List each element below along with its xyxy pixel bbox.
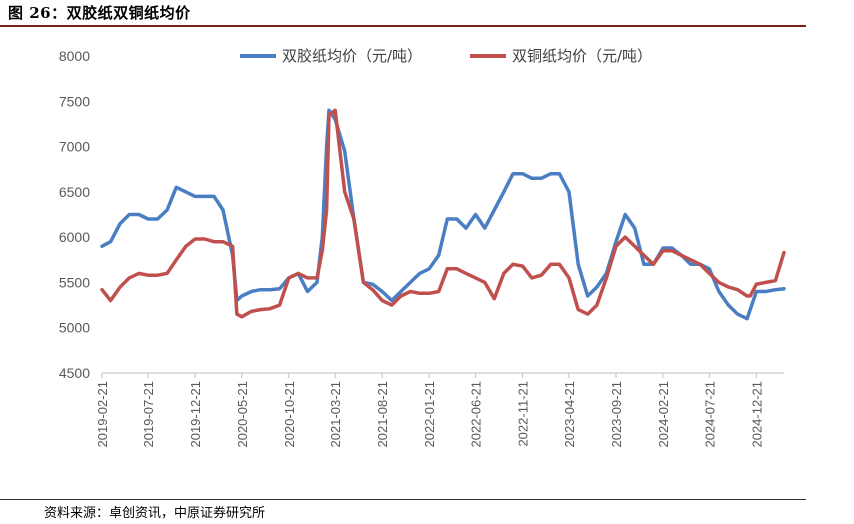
legend-label-2: 双铜纸均价（元/吨） — [512, 47, 652, 65]
title-rule — [0, 25, 806, 27]
y-tick-label: 7500 — [59, 93, 90, 109]
y-tick-label: 4500 — [59, 365, 90, 381]
x-tick-label: 2020-10-21 — [282, 381, 297, 448]
x-tick-label: 2021-08-21 — [375, 381, 390, 448]
x-tick-label: 2020-05-21 — [235, 381, 250, 448]
x-tick-label: 2019-12-21 — [188, 381, 203, 448]
x-tick-label: 2019-02-21 — [95, 381, 110, 448]
y-tick-label: 6000 — [59, 229, 90, 245]
series-layer — [100, 108, 786, 321]
y-axis: 4500 5000 5500 6000 6500 7000 7500 8000 — [59, 48, 90, 381]
footer-rule — [0, 499, 806, 500]
x-tick-label: 2022-06-21 — [469, 381, 484, 448]
y-tick-label: 5000 — [59, 320, 90, 336]
y-tick-label: 8000 — [59, 48, 90, 64]
x-tick-label: 2024-02-21 — [656, 381, 671, 448]
legend-label-1: 双胶纸均价（元/吨） — [282, 47, 422, 65]
y-tick-label: 5500 — [59, 274, 90, 290]
x-tick-label: 2023-09-21 — [609, 381, 624, 448]
x-tick-label: 2023-04-21 — [562, 381, 577, 448]
source-note: 资料来源：卓创资讯，中原证券研究所 — [44, 506, 266, 521]
x-tick-label: 2019-07-21 — [141, 381, 156, 448]
figure-title: 图 26：双胶纸双铜纸均价 — [8, 4, 191, 22]
x-axis: 2019-02-21 2019-07-21 2019-12-21 2020-05-21… — [95, 372, 784, 448]
series-line-2 — [100, 108, 786, 319]
y-tick-label: 6500 — [59, 184, 90, 200]
x-tick-label: 2022-11-21 — [516, 381, 531, 447]
x-tick-label: 2024-07-21 — [702, 381, 717, 448]
legend: 双胶纸均价（元/吨） 双铜纸均价（元/吨） — [240, 47, 652, 65]
series-line-1 — [100, 108, 786, 321]
x-tick-label: 2021-03-21 — [328, 381, 343, 448]
x-tick-label: 2022-01-21 — [422, 381, 437, 448]
y-tick-label: 7000 — [59, 139, 90, 155]
x-tick-label: 2024-12-21 — [749, 381, 764, 448]
